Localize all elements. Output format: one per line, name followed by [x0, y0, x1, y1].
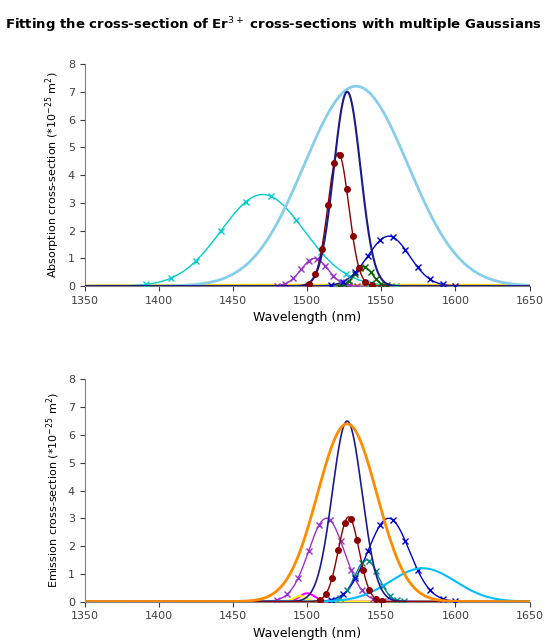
X-axis label: Wavelength (nm): Wavelength (nm)	[253, 627, 361, 640]
Y-axis label: Emission cross-section (*10$^{-25}$ m$^2$): Emission cross-section (*10$^{-25}$ m$^2…	[45, 392, 62, 588]
X-axis label: Wavelength (nm): Wavelength (nm)	[253, 312, 361, 324]
Y-axis label: Absorption cross-section (*10$^{-25}$ m$^2$): Absorption cross-section (*10$^{-25}$ m$…	[44, 72, 62, 278]
Text: Fitting the cross-section of Er$^{3+}$ cross-sections with multiple Gaussians: Fitting the cross-section of Er$^{3+}$ c…	[5, 16, 541, 35]
